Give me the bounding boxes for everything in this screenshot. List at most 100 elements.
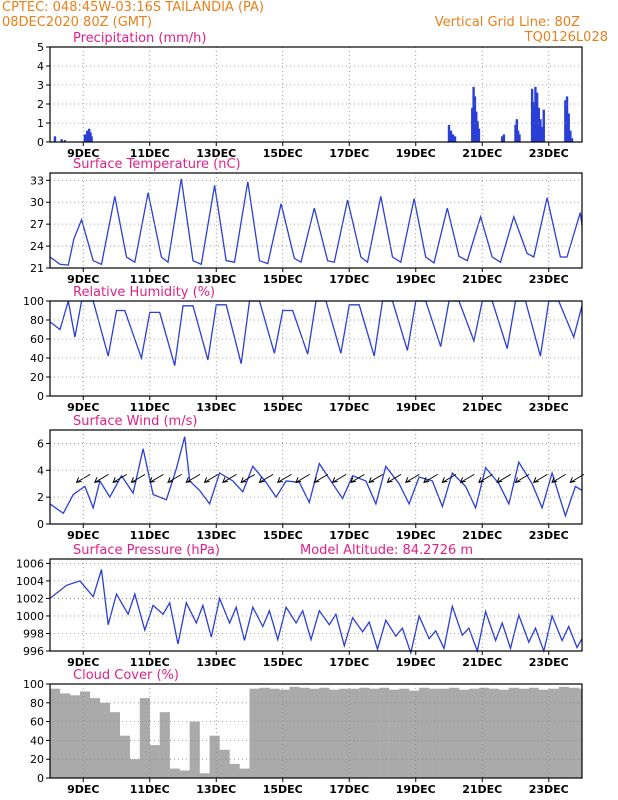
precipitation-bar: [532, 102, 535, 142]
cloud-column: [279, 689, 290, 778]
temperature-xtick-label: 23DEC: [529, 273, 569, 286]
pressure-ytick-label: 1000: [16, 610, 44, 623]
humidity-frame: [49, 300, 583, 397]
wind-arrow-head: [551, 477, 558, 484]
cloud-ytick-label: 0: [37, 772, 44, 785]
cloud-column: [359, 687, 370, 778]
pressure-ytick-label: 1004: [16, 575, 44, 588]
temperature-ytick-label: 30: [30, 196, 44, 209]
wind-xtick-label: 9DEC: [67, 529, 99, 542]
cloud-column: [129, 759, 140, 778]
precipitation-frame: [49, 46, 583, 143]
precipitation-bar: [60, 139, 63, 142]
wind-arrow-head: [295, 477, 302, 484]
precipitation-bar: [53, 136, 57, 142]
wind-frame: [49, 429, 583, 525]
wind-arrow-head: [130, 477, 137, 484]
wind-arrow-shaft: [204, 473, 219, 483]
wind-series-line: [49, 436, 583, 519]
precipitation-bar: [570, 138, 574, 142]
cloud-column: [89, 698, 101, 778]
cloud-column: [149, 745, 160, 778]
cloud-xtick-label: 23DEC: [529, 783, 569, 796]
humidity-ytick-label: 80: [30, 314, 44, 327]
humidity-xtick-label: 21DEC: [462, 401, 502, 414]
wind-arrow-shaft: [423, 473, 438, 483]
precipitation-bar: [86, 130, 89, 142]
pressure-xtick-label: 23DEC: [529, 656, 569, 669]
precipitation-bar: [449, 130, 453, 142]
wind-arrow-shaft: [149, 473, 164, 483]
wind-arrow-shaft: [387, 473, 402, 483]
precipitation-bar: [88, 128, 91, 142]
wind-arrow-head: [222, 477, 228, 484]
cloud-ytick-label: 20: [30, 753, 44, 766]
wind-arrow-head: [75, 477, 82, 484]
cloud-column: [139, 698, 150, 778]
wind-arrow-shaft: [259, 473, 274, 483]
cloud-column: [119, 735, 130, 778]
wind-xtick-label: 13DEC: [196, 529, 236, 542]
cloud-column: [59, 693, 71, 778]
cloud-frame: [49, 683, 583, 779]
pressure-ytick-label: 1002: [16, 592, 44, 605]
wind-arrow-shaft: [131, 473, 146, 483]
precipitation-xtick-label: 15DEC: [263, 147, 303, 160]
wind-arrow-shaft: [350, 473, 365, 483]
wind-arrow-shaft: [533, 473, 548, 483]
cloud-column: [229, 763, 240, 778]
pressure-xtick-label: 21DEC: [462, 656, 502, 669]
wind-ytick-label: 2: [37, 491, 44, 504]
cloud-column: [299, 687, 310, 778]
precipitation-xtick-label: 11DEC: [130, 147, 170, 160]
precipitation-bar: [567, 113, 570, 142]
wind-arrow-shaft: [368, 473, 384, 483]
wind-xtick-label: 17DEC: [329, 529, 369, 542]
cloud-column: [429, 688, 440, 778]
temperature-xtick-label: 21DEC: [462, 273, 502, 286]
precipitation-bar: [475, 111, 478, 142]
cloud-column: [518, 688, 529, 778]
pressure-xtick-label: 15DEC: [263, 656, 303, 669]
precipitation-bar: [537, 107, 540, 142]
wind-arrow-shaft: [442, 473, 457, 483]
wind-arrow-shaft: [186, 473, 201, 483]
wind-arrow-head: [496, 477, 503, 484]
wind-xtick-label: 19DEC: [396, 529, 436, 542]
station-line: CPTEC: 048:45W-03:16S TAILANDIA (PA): [2, 0, 264, 15]
temperature-title: Surface Temperature (nC): [73, 157, 241, 172]
wind-arrow-head: [276, 477, 283, 484]
wind-arrow-head: [167, 477, 174, 484]
precipitation-bar: [514, 124, 517, 142]
precipitation-xtick-label: 17DEC: [329, 147, 369, 160]
humidity-xtick-label: 23DEC: [529, 401, 569, 414]
wind-arrow-head: [331, 477, 338, 484]
precipitation-ytick-label: 4: [37, 60, 44, 73]
cloud-ytick-label: 40: [30, 734, 44, 747]
wind-arrow-head: [350, 477, 357, 484]
precipitation-ytick-label: 2: [37, 98, 44, 111]
grid-line-label: Vertical Grid Line: 80Z: [434, 15, 580, 30]
cloud-xtick-label: 15DEC: [263, 783, 303, 796]
wind-arrow-shaft: [551, 473, 566, 483]
temperature-ytick-label: 33: [30, 174, 44, 187]
cloud-column: [409, 690, 420, 778]
precipitation-bar: [542, 109, 545, 142]
cloud-column: [219, 749, 230, 778]
wind-title: Surface Wind (m/s): [73, 414, 197, 429]
humidity-xtick-label: 9DEC: [67, 401, 99, 414]
humidity-ytick-label: 60: [30, 333, 44, 346]
wind-arrow-shaft: [112, 473, 128, 483]
cloud-column: [468, 688, 480, 778]
cloud-ytick-label: 80: [30, 697, 44, 710]
wind-arrow-shaft: [460, 473, 475, 483]
wind-arrow-shaft: [167, 473, 182, 483]
humidity-ytick-label: 40: [30, 352, 44, 365]
temperature-xtick-label: 11DEC: [130, 273, 170, 286]
pressure-ytick-label: 998: [23, 627, 44, 640]
wind-arrow-head: [404, 477, 411, 484]
precipitation-bar: [477, 128, 481, 142]
cloud-column: [249, 688, 260, 778]
wind-xtick-label: 15DEC: [263, 529, 303, 542]
